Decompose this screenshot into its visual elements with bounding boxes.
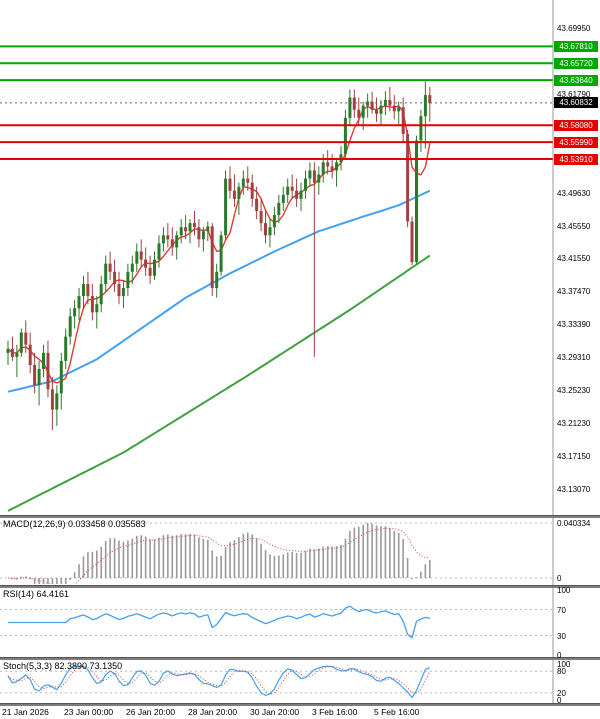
stoch-axis-label: 80 — [557, 667, 566, 676]
support-level-badge: 43.55990 — [554, 137, 598, 148]
current-price-badge: 43.60832 — [554, 97, 598, 108]
price-axis-label: 43.25230 — [557, 386, 591, 395]
stoch-label: Stoch(5,3,3) 82.3890 73.1350 — [3, 661, 123, 671]
support-level-badge: 43.53910 — [554, 154, 598, 165]
rsi-axis-label: 100 — [557, 586, 571, 595]
macd-axis-label: 0.040334 — [557, 519, 591, 528]
price-axis-label: 43.29310 — [557, 353, 591, 362]
macd-signal-line — [7, 527, 430, 584]
support-level-badge: 43.58080 — [554, 120, 598, 131]
time-axis-label: 30 Jan 20:00 — [250, 707, 300, 717]
time-axis-label: 5 Feb 16:00 — [374, 707, 420, 717]
time-axis-label: 26 Jan 20:00 — [126, 707, 176, 717]
stoch-panel[interactable] — [0, 665, 553, 699]
price-axis-label: 43.49630 — [557, 189, 591, 198]
rsi-line — [8, 605, 430, 639]
macd-panel[interactable] — [0, 522, 553, 598]
panel-divider[interactable] — [0, 585, 600, 588]
rsi-axis-label: 0 — [557, 651, 562, 660]
time-axis-label: 28 Jan 20:00 — [188, 707, 238, 717]
resistance-level-badge: 43.65720 — [554, 58, 598, 69]
panel-divider[interactable] — [0, 515, 600, 518]
time-axis-label: 3 Feb 16:00 — [312, 707, 358, 717]
price-axis-label: 43.37470 — [557, 287, 591, 296]
resistance-level-badge: 43.63640 — [554, 75, 598, 86]
price-axis-label: 43.61790 — [557, 90, 591, 99]
price-axis-label: 43.41550 — [557, 254, 591, 263]
ma-slow-line — [7, 254, 431, 512]
rsi-axis-label: 70 — [557, 606, 566, 615]
stoch-axis-label: 0 — [557, 696, 562, 705]
rsi-label: RSI(14) 64.4161 — [3, 589, 70, 599]
stoch-k-line — [7, 665, 431, 699]
resistance-level-badge: 43.67810 — [554, 41, 598, 52]
rsi-panel[interactable] — [0, 605, 553, 639]
time-axis-label: 23 Jan 00:00 — [64, 707, 114, 717]
price-plot-area[interactable] — [0, 0, 553, 515]
price-axis-label: 43.69950 — [557, 24, 591, 33]
panel-divider[interactable] — [0, 703, 600, 706]
rsi-axis-label: 30 — [557, 632, 566, 641]
price-axis-label: 43.33390 — [557, 320, 591, 329]
price-axis-label: 43.17150 — [557, 452, 591, 461]
price-axis-label: 43.13070 — [557, 485, 591, 494]
macd-axis-label: 0 — [557, 574, 562, 583]
macd-label: MACD(12,26,9) 0.033458 0.035583 — [3, 519, 146, 529]
time-axis-label: 21 Jan 2026 — [2, 707, 49, 717]
price-axis-label: 43.45550 — [557, 222, 591, 231]
stoch-axis-label: 100 — [557, 660, 571, 669]
candlestick-series — [6, 81, 432, 430]
ma-mid-line — [7, 189, 431, 393]
panel-divider[interactable] — [0, 657, 600, 660]
stoch-axis-label: 20 — [557, 689, 566, 698]
price-axis-label: 43.21230 — [557, 419, 591, 428]
